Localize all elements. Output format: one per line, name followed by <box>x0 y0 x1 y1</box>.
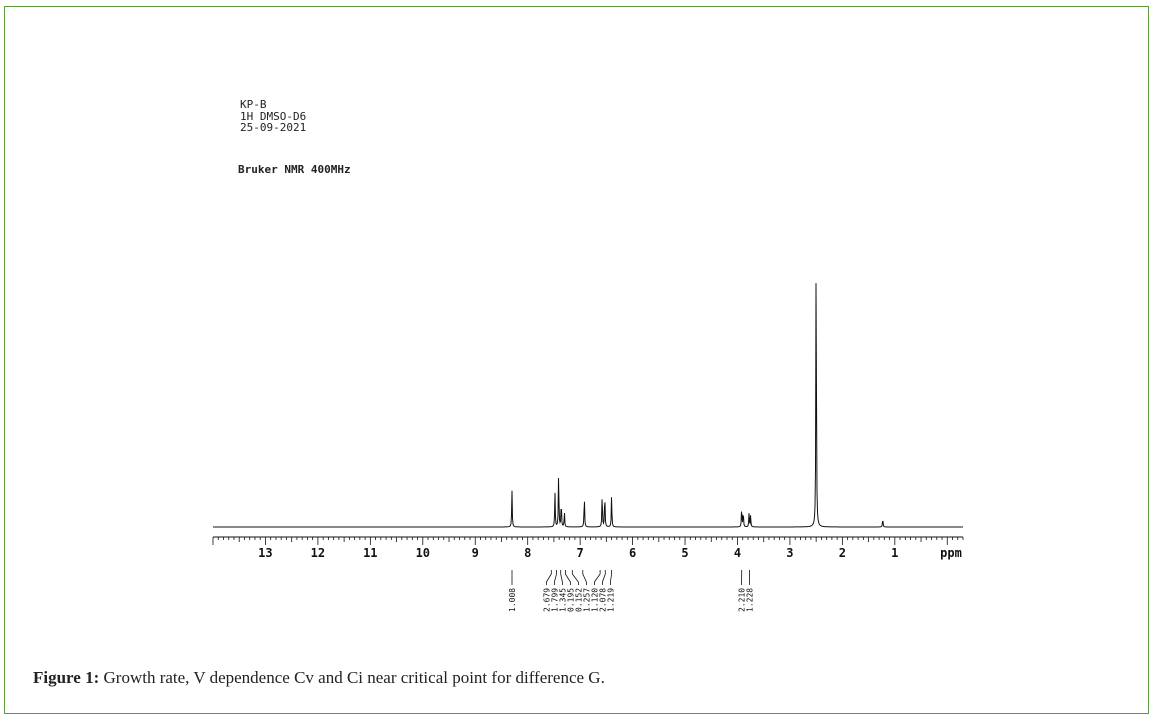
experiment-label: 1H DMSO-D6 <box>240 109 307 123</box>
x-tick-label: 13 <box>258 546 272 560</box>
acquisition-date: 25-09-2021 <box>240 121 307 134</box>
integral-connector <box>582 570 587 585</box>
integral-value: 2.210 <box>738 588 747 612</box>
integral-connector <box>565 570 571 585</box>
x-tick-label: 5 <box>681 546 688 560</box>
integral-value: 0.152 <box>574 588 583 612</box>
integral-value: 1.799 <box>550 588 559 612</box>
x-axis: 13 12 11 10 9 8 7 6 5 4 3 2 1 ppm <box>212 536 964 560</box>
x-tick-label: 6 <box>629 546 636 560</box>
integral-value: 1.120 <box>590 588 599 612</box>
integral-value: 1.219 <box>606 588 615 612</box>
sample-name: KP-B <box>240 98 267 111</box>
spectrum-trace <box>213 283 963 528</box>
integral-value: 1.228 <box>746 588 755 612</box>
integral-value: 1.257 <box>582 588 591 612</box>
instrument-label: Bruker NMR 400MHz <box>238 163 351 176</box>
nmr-spectrum-chart: 13 12 11 10 9 8 7 6 5 4 3 2 1 ppm 1.008 2.679 1.799 1.34… <box>212 283 964 612</box>
x-tick-label: 2 <box>839 546 846 560</box>
integral-connector <box>554 570 557 585</box>
x-tick-label: 10 <box>416 546 430 560</box>
x-tick-label: 12 <box>311 546 325 560</box>
x-tick-label: 4 <box>734 546 741 560</box>
integral-connector <box>610 570 612 585</box>
integral-value: 1.008 <box>508 588 517 612</box>
integral-value: 2.078 <box>598 588 607 612</box>
integral-value: 0.195 <box>566 588 575 612</box>
x-tick-label: 3 <box>786 546 793 560</box>
caption-label: Figure 1: <box>33 668 100 687</box>
integral-connector <box>571 570 579 585</box>
spectrum-header: KP-B 1H DMSO-D6 25-09-2021 <box>240 99 306 134</box>
x-tick-label: 7 <box>576 546 583 560</box>
x-tick-label: 1 <box>891 546 898 560</box>
figure-frame <box>4 6 1149 714</box>
integral-value: 2.679 <box>542 588 551 612</box>
integral-connector <box>546 570 552 585</box>
integral-value: 1.345 <box>558 588 567 612</box>
integral-connector <box>594 570 601 585</box>
figure-caption: Figure 1: Growth rate, V dependence Cv a… <box>33 668 605 688</box>
integral-labels: 1.008 2.679 1.799 1.345 0.195 0.152 1.257 1.120… <box>508 570 755 612</box>
x-axis-label: ppm <box>940 546 962 560</box>
x-tick-label: 9 <box>472 546 479 560</box>
x-tick-label: 8 <box>524 546 531 560</box>
integral-connector <box>602 570 606 585</box>
caption-text: Growth rate, V dependence Cv and Ci near… <box>103 668 605 687</box>
integral-connector <box>560 570 563 585</box>
x-tick-label: 11 <box>363 546 377 560</box>
